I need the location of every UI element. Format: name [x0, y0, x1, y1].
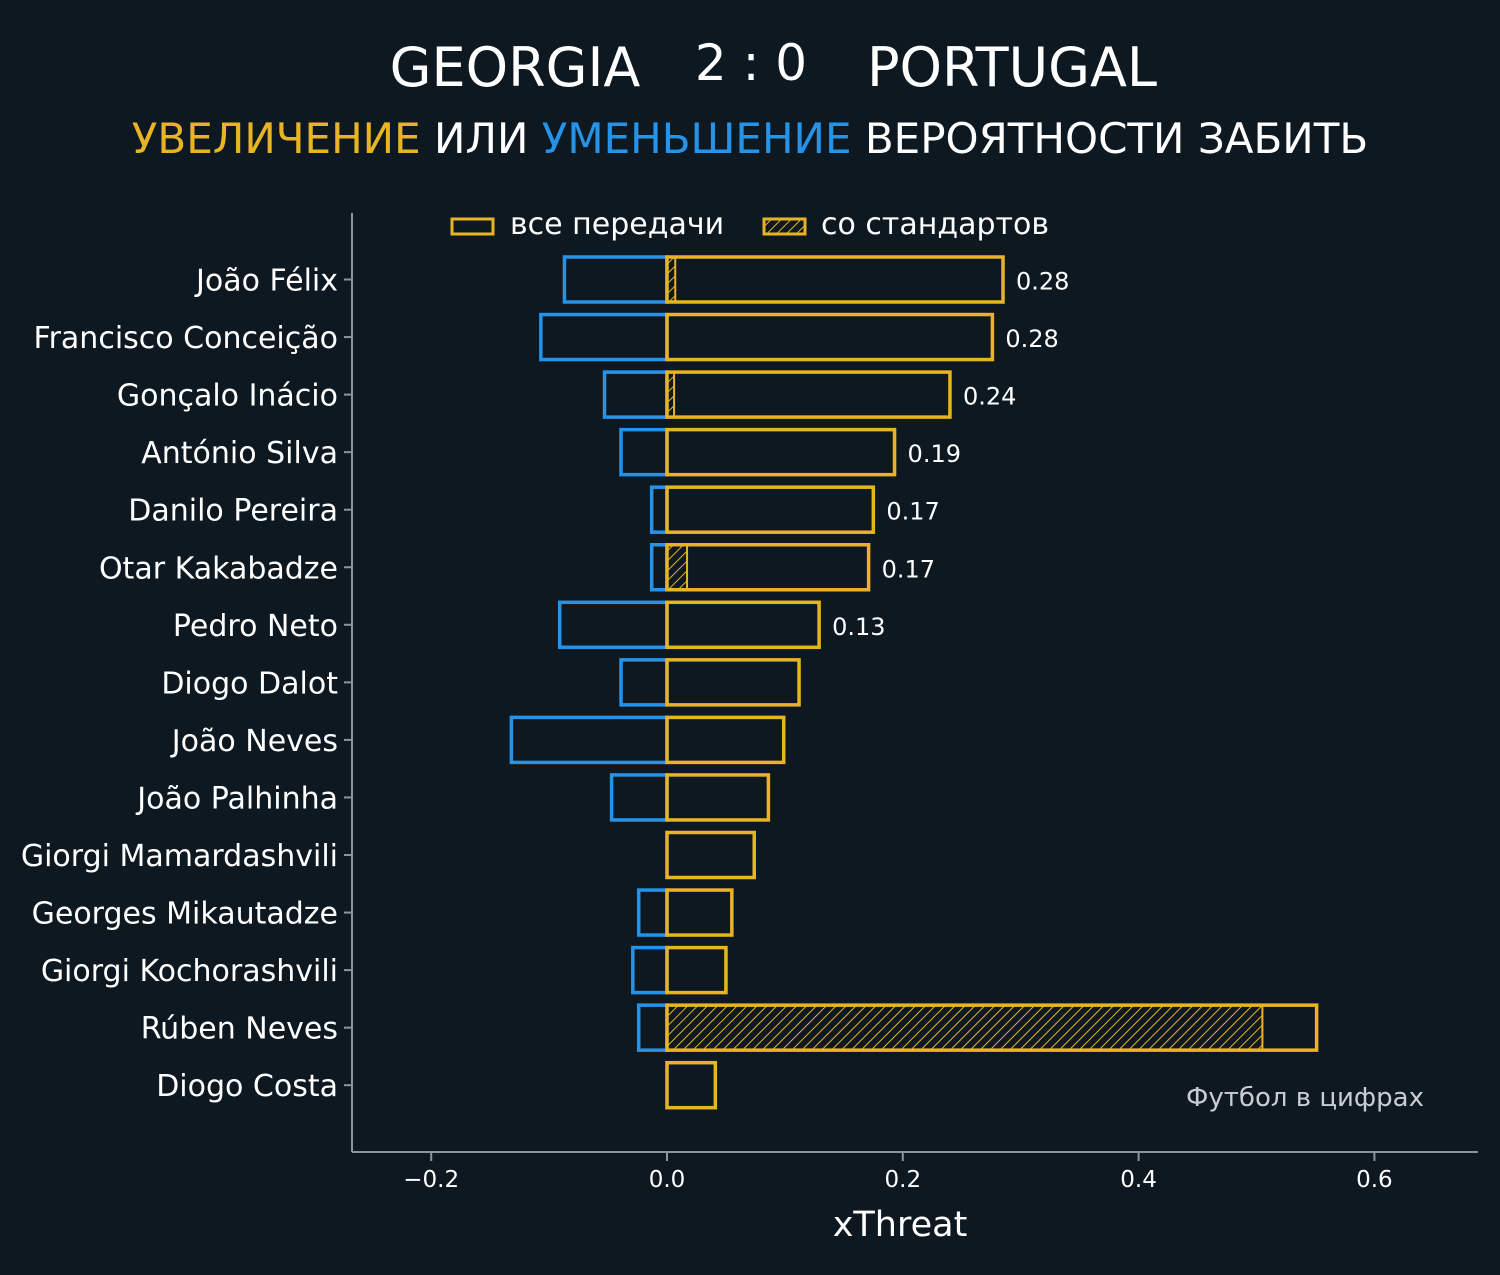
player-name-label: Gonçalo Inácio [117, 379, 338, 414]
player-row: Gonçalo Inácio 0.24 [117, 370, 1016, 419]
player-name-label: Otar Kakabadze [99, 551, 338, 586]
positive-bar [665, 773, 771, 822]
value-label: 0.28 [1016, 268, 1069, 296]
match-score: 2 : 0 [695, 34, 807, 92]
negative-bar [539, 312, 669, 362]
subtitle-rest: ВЕРОЯТНОСТИ ЗАБИТЬ [865, 114, 1368, 163]
home-team: GEORGIA [390, 36, 641, 99]
positive-bar [665, 715, 786, 765]
positive-bar [665, 888, 734, 937]
negative-bar [649, 485, 669, 534]
subtitle-decrease: УМЕНЬШЕНИЕ [542, 114, 852, 163]
player-row: João Palhinha [135, 773, 771, 822]
player-row: João Neves [170, 715, 786, 765]
player-row: Diogo Dalot [161, 658, 801, 707]
player-name-label: Giorgi Kochorashvili [41, 954, 338, 989]
value-label: 0.19 [908, 440, 961, 468]
positive-bar [665, 600, 821, 650]
set-piece-bar [666, 1004, 1264, 1052]
player-row: Otar Kakabadze 0.17 [99, 543, 935, 592]
player-row: Georges Mikautadze [32, 888, 734, 937]
player-row: Giorgi Mamardashvili [21, 830, 756, 880]
value-label: 0.24 [963, 383, 1016, 411]
subtitle: УВЕЛИЧЕНИЕ ИЛИ УМЕНЬШЕНИЕ ВЕРОЯТНОСТИ ЗА… [132, 114, 1368, 163]
player-name-label: Georges Mikautadze [32, 897, 338, 932]
positive-bar [665, 255, 1005, 304]
player-name-label: Danilo Pereira [128, 494, 338, 529]
player-name-label: João Neves [170, 724, 338, 759]
positive-bar [665, 543, 871, 592]
positive-bar [665, 658, 801, 707]
negative-bar [619, 427, 669, 477]
value-label: 0.17 [886, 498, 939, 526]
value-label: 0.17 [882, 555, 935, 583]
player-name-label: Rúben Neves [141, 1012, 338, 1047]
positive-bar [665, 312, 995, 362]
negative-bar [636, 1003, 669, 1052]
legend-set-pieces-swatch [762, 217, 807, 236]
legend-all-passes-label: все передачи [510, 207, 724, 242]
negative-bar [557, 600, 669, 650]
player-row: António Silva 0.19 [141, 427, 961, 477]
x-axis-title: xThreat [833, 1205, 968, 1245]
legend-set-pieces-label: со стандартов [821, 207, 1049, 242]
positive-bar [665, 485, 876, 534]
player-name-label: Francisco Conceição [34, 321, 338, 356]
player-row: Diogo Costa [156, 1060, 718, 1110]
positive-bar [665, 1060, 718, 1110]
subtitle-or-word: ИЛИ [434, 114, 528, 163]
positive-bar [665, 945, 728, 995]
player-row: João Félix 0.28 [194, 255, 1069, 304]
x-tick-label: −0.2 [403, 1167, 459, 1193]
player-name-label: Pedro Neto [173, 609, 338, 644]
player-row: Danilo Pereira 0.17 [128, 485, 940, 534]
player-row: Pedro Neto 0.13 [173, 600, 886, 650]
player-row: Francisco Conceição 0.28 [34, 312, 1059, 362]
negative-bar [562, 255, 669, 304]
positive-bar [665, 1003, 1319, 1052]
positive-bar [665, 370, 952, 419]
set-piece-bar [666, 543, 689, 591]
x-tick-label: 0.2 [885, 1167, 922, 1193]
positive-bar [665, 830, 756, 880]
negative-bar [636, 888, 669, 937]
negative-bar [649, 543, 669, 592]
credit-text: Футбол в цифрах [1186, 1083, 1424, 1113]
positive-bar [665, 427, 897, 477]
away-team: PORTUGAL [867, 36, 1157, 99]
player-row: Giorgi Kochorashvili [41, 945, 728, 995]
player-row: Rúben Neves [141, 1003, 1319, 1052]
x-tick-label: 0.4 [1120, 1167, 1157, 1193]
negative-bar [602, 370, 669, 419]
player-name-label: António Silva [141, 436, 338, 471]
negative-bar [609, 773, 669, 822]
legend-all-passes-swatch [450, 217, 495, 236]
player-name-label: João Palhinha [135, 781, 338, 816]
value-label: 0.28 [1005, 325, 1058, 353]
x-tick-label: 0.0 [649, 1167, 686, 1193]
negative-bar [631, 945, 669, 995]
player-name-label: Diogo Dalot [161, 666, 338, 701]
player-name-label: Diogo Costa [156, 1069, 338, 1104]
player-name-label: João Félix [194, 264, 338, 299]
negative-bar [619, 658, 669, 707]
negative-bar [509, 715, 669, 765]
value-label: 0.13 [832, 613, 885, 641]
subtitle-increase: УВЕЛИЧЕНИЕ [132, 114, 421, 163]
x-tick-label: 0.6 [1356, 1167, 1393, 1193]
legend: все передачи со стандартов [450, 207, 1049, 242]
player-name-label: Giorgi Mamardashvili [21, 839, 338, 874]
